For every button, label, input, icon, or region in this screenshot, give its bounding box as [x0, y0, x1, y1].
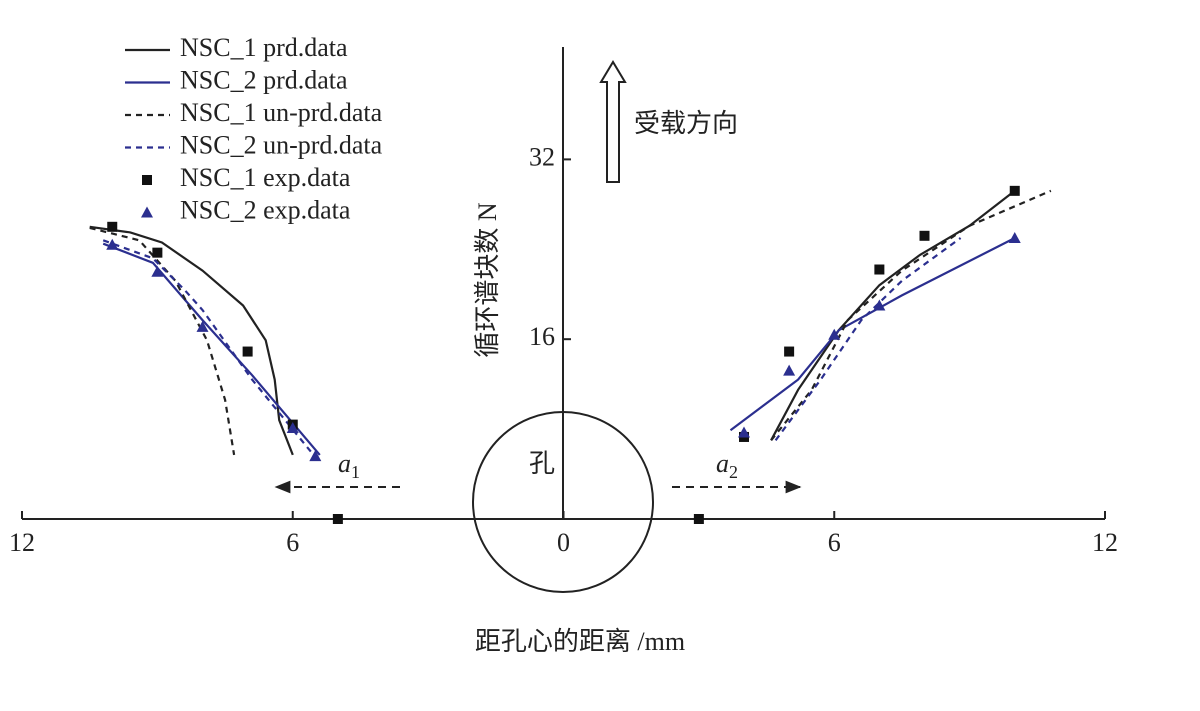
marker-square: [1009, 185, 1020, 196]
marker-triangle: [151, 265, 164, 277]
load-label: 受载方向: [634, 109, 738, 138]
legend-label: NSC_1 un-prd.data: [180, 98, 383, 127]
legend-label: NSC_2 exp.data: [180, 195, 351, 224]
annotation-sub: 2: [729, 462, 738, 482]
marker-square: [919, 230, 930, 241]
marker-square: [784, 346, 795, 357]
marker-triangle: [106, 238, 119, 250]
marker-triangle: [1008, 232, 1021, 244]
marker-square: [107, 221, 118, 232]
x-tick-label: 6: [286, 528, 299, 557]
marker-triangle: [873, 299, 886, 311]
legend-label: NSC_2 un-prd.data: [180, 130, 383, 159]
load-arrow: [599, 60, 627, 183]
marker-triangle: [783, 364, 796, 376]
marker-square: [332, 514, 343, 524]
y-axis-label: 循环谱块数 N: [473, 202, 502, 358]
y-tick-label: 16: [529, 322, 555, 351]
series-line: [102, 237, 962, 453]
legend-label: NSC_2 prd.data: [180, 65, 348, 94]
series-line: [89, 189, 1052, 456]
marker-square: [152, 247, 163, 258]
marker-square: [242, 346, 253, 357]
hole-label: 孔: [529, 449, 555, 478]
annotation-text: a: [338, 449, 351, 478]
annotation: a1: [338, 449, 360, 482]
x-tick-label: 12: [9, 528, 35, 557]
annotation: a2: [716, 449, 738, 482]
y-tick-label: 32: [529, 142, 555, 171]
legend-label: NSC_1 prd.data: [180, 33, 348, 62]
marker-triangle: [828, 328, 841, 340]
marker-square: [874, 264, 885, 275]
annotation-sub: 1: [351, 462, 360, 482]
legend-swatch: [141, 206, 153, 218]
series-line: [102, 237, 1016, 456]
x-tick-label: 6: [828, 528, 841, 557]
marker-triangle: [309, 450, 322, 462]
x-axis-label: 距孔心的距离 /mm: [475, 627, 685, 656]
marker-triangle: [196, 320, 209, 332]
marker-triangle: [286, 421, 299, 433]
legend-swatch: [142, 175, 152, 185]
marker-square: [693, 514, 704, 524]
legend-label: NSC_1 exp.data: [180, 163, 351, 192]
x-tick-label: 0: [557, 528, 570, 557]
marker-triangle: [738, 426, 750, 438]
annotation-text: a: [716, 449, 729, 478]
x-tick-label: 12: [1092, 528, 1118, 557]
